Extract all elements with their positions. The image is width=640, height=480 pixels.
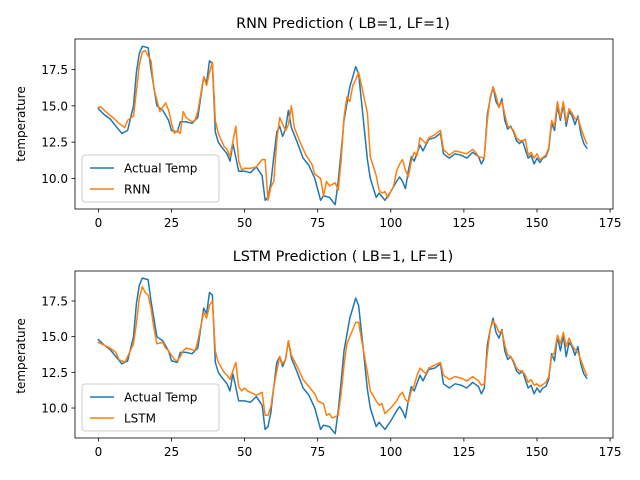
lstm-legend: Actual Temp LSTM (81, 383, 220, 432)
lstm-x-tick-label: 25 (164, 445, 179, 459)
lstm-legend-label: Actual Temp (124, 391, 197, 405)
rnn-y-tick-label: 12.5 (41, 136, 68, 150)
rnn-series-line-rnn (97, 49, 588, 202)
rnn-x-tick-label: 0 (95, 216, 103, 230)
lstm-x-tick-label: 175 (599, 445, 622, 459)
lstm-y-axis-label: temperature (14, 318, 28, 393)
rnn-axes-frame (74, 38, 614, 210)
rnn-legend-box (81, 154, 220, 203)
rnn-chart-title: RNN Prediction ( LB=1, LF=1) (236, 16, 450, 32)
lstm-y-tick-label: 17.5 (41, 294, 68, 308)
lstm-x-tick-label: 125 (452, 445, 475, 459)
rnn-x-tick-label: 50 (237, 216, 252, 230)
lstm-x-tick-label: 100 (379, 445, 402, 459)
lstm-x-tick-label: 50 (237, 445, 252, 459)
lstm-axes-frame (74, 270, 614, 439)
rnn-subplot: RNN Prediction ( LB=1, LF=1) temperature… (14, 16, 622, 230)
rnn-legend-label: Actual Temp (124, 162, 197, 176)
lstm-y-tick-label: 15.0 (41, 330, 68, 344)
rnn-y-tick-label: 10.0 (41, 172, 68, 186)
rnn-legend-label: RNN (124, 183, 150, 197)
lstm-y-tick-label: 10.0 (41, 402, 68, 416)
rnn-y-tick-label: 15.0 (41, 99, 68, 113)
lstm-subplot: LSTM Prediction ( LB=1, LF=1) temperatur… (14, 249, 622, 459)
lstm-x-tick-label: 150 (526, 445, 549, 459)
rnn-x-tick-label: 150 (526, 216, 549, 230)
lstm-chart-title: LSTM Prediction ( LB=1, LF=1) (233, 249, 454, 265)
rnn-y-axis-label: temperature (14, 86, 28, 161)
rnn-legend: Actual Temp RNN (81, 154, 220, 203)
rnn-x-tick-label: 125 (452, 216, 475, 230)
rnn-x-tick-label: 25 (164, 216, 179, 230)
lstm-y-tick-label: 12.5 (41, 366, 68, 380)
rnn-x-tick-label: 75 (310, 216, 325, 230)
rnn-x-tick-label: 175 (599, 216, 622, 230)
lstm-legend-label: LSTM (124, 412, 156, 426)
rnn-x-tick-label: 100 (379, 216, 402, 230)
lstm-series-line-lstm (97, 285, 588, 419)
rnn-y-tick-label: 17.5 (41, 63, 68, 77)
lstm-legend-box (81, 383, 220, 432)
lstm-x-tick-label: 0 (95, 445, 103, 459)
lstm-x-tick-label: 75 (310, 445, 325, 459)
